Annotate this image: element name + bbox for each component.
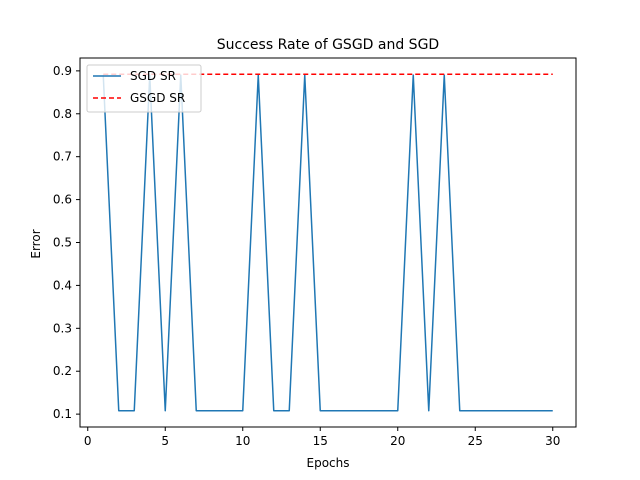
y-tick-label-4: 0.5 [53, 236, 72, 250]
x-tick-label-1: 5 [161, 434, 169, 448]
y-tick-label-5: 0.6 [53, 193, 72, 207]
y-tick-label-8: 0.9 [53, 64, 72, 78]
x-tick-label-6: 30 [545, 434, 560, 448]
x-tick-label-2: 10 [235, 434, 250, 448]
y-tick-label-1: 0.2 [53, 364, 72, 378]
series-line-0 [102, 74, 553, 412]
legend-label-0: SGD SR [130, 69, 176, 83]
y-axis-label: Error [29, 229, 43, 258]
x-tick-label-0: 0 [84, 434, 92, 448]
chart-title: Success Rate of GSGD and SGD [217, 37, 439, 53]
legend: SGD SR GSGD SR [86, 64, 202, 113]
y-tick-label-2: 0.3 [53, 321, 72, 335]
y-tick-label-7: 0.8 [53, 107, 72, 121]
x-tick-label-3: 15 [313, 434, 328, 448]
axis-ticks: 0 5 10 15 20 25 30 0.1 0.2 0.3 0.4 0.5 0.6 0.7 0.8 0.9 [53, 64, 560, 448]
x-axis-label: Epochs [307, 456, 350, 470]
x-tick-label-5: 25 [468, 434, 483, 448]
x-tick-label-4: 20 [390, 434, 405, 448]
legend-label-1: GSGD SR [130, 91, 185, 105]
y-tick-label-6: 0.7 [53, 150, 72, 164]
y-tick-label-0: 0.1 [53, 407, 72, 421]
y-tick-label-3: 0.4 [53, 278, 72, 292]
